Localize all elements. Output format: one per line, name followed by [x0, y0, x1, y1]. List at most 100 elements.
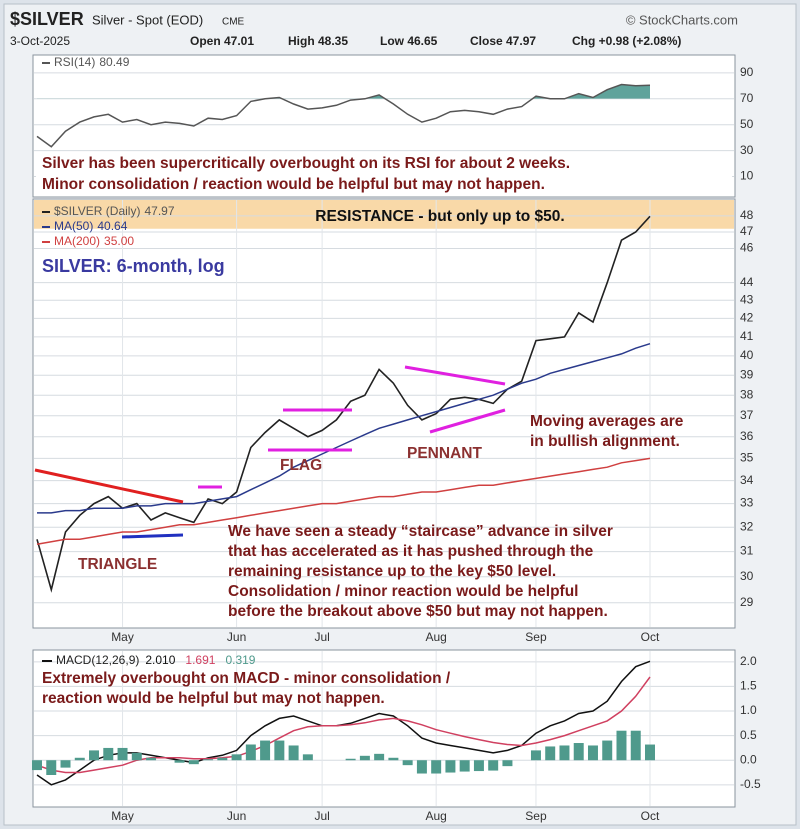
trend-line [429, 408, 506, 434]
x-tick-label: Jul [314, 809, 329, 823]
legend-label: RSI(14) [54, 55, 95, 69]
annotation: remaining resistance up to the key $50 l… [228, 563, 556, 580]
legend-value: 0.319 [225, 653, 255, 667]
x-tick-label: Aug [425, 809, 446, 823]
histogram-bar [431, 760, 442, 774]
y-tick-label: 38 [740, 387, 754, 401]
histogram-bar [402, 760, 413, 766]
annotation: before the breakout above $50 but may no… [228, 603, 608, 620]
exchange: CME [222, 17, 245, 28]
close: Close 47.97 [470, 34, 536, 48]
legend-label: MA(50) [54, 219, 93, 233]
macd-panel [32, 649, 736, 808]
x-tick-label: Sep [525, 630, 547, 644]
pattern-label: PENNANT [407, 445, 482, 462]
x-tick-label: May [111, 809, 134, 823]
annotation: in bullish alignment. [530, 433, 680, 450]
date: 3-Oct-2025 [10, 34, 70, 48]
histogram-bar [502, 760, 513, 767]
legend-value: 80.49 [99, 55, 129, 69]
histogram-bar [245, 744, 256, 761]
x-tick-label: Jul [314, 630, 329, 644]
y-tick-label: 29 [740, 595, 754, 609]
pattern-label: TRIANGLE [78, 556, 157, 573]
legend-value: 40.64 [97, 219, 127, 233]
pattern-label: FLAG [280, 457, 322, 474]
y-tick-label: 90 [740, 65, 754, 79]
y-tick-label: 37 [740, 408, 754, 422]
annotation: SILVER: 6-month, log [42, 256, 225, 276]
x-tick-label: Oct [641, 809, 660, 823]
histogram-bar [274, 740, 285, 761]
legend-value: 35.00 [104, 234, 134, 248]
resistance-band [34, 200, 734, 229]
series-line [37, 342, 651, 514]
histogram-bar [374, 753, 385, 761]
x-tick-label: Jun [227, 630, 246, 644]
y-tick-label: 43 [740, 292, 754, 306]
y-tick-label: 1.5 [740, 679, 757, 693]
trend-line [121, 533, 184, 539]
histogram-bar [32, 760, 42, 771]
overbought-area [265, 84, 650, 99]
annotation: Minor consolidation / reaction would be … [42, 176, 545, 193]
annotation: Silver has been supercritically overboug… [42, 155, 570, 172]
y-tick-label: 0.0 [740, 752, 757, 766]
x-tick-label: Oct [641, 630, 660, 644]
histogram-bar [388, 757, 399, 761]
histogram-bar [359, 755, 370, 761]
annotation: RESISTANCE - but only up to $50. [315, 208, 564, 225]
histogram-bar [530, 750, 541, 761]
histogram-bar [587, 745, 598, 761]
y-tick-label: 32 [740, 519, 754, 533]
histogram-bar [231, 754, 242, 761]
series-line [36, 457, 651, 545]
histogram-bar [260, 740, 271, 761]
y-tick-label: 41 [740, 329, 754, 343]
histogram-bar [288, 745, 299, 761]
histogram-bar [416, 760, 427, 774]
instrument: Silver - Spot (EOD) [92, 12, 203, 27]
y-tick-label: 2.0 [740, 654, 757, 668]
y-tick-label: 10 [740, 169, 754, 183]
histogram-bar [217, 757, 228, 761]
annotation: We have seen a steady “staircase” advanc… [228, 523, 613, 540]
histogram-bar [573, 743, 584, 761]
histogram-bar [46, 760, 57, 775]
y-tick-label: 40 [740, 348, 754, 362]
legend-label: MA(200) [54, 234, 100, 248]
y-tick-label: 35 [740, 451, 754, 465]
x-tick-label: Jun [227, 809, 246, 823]
annotation: that has accelerated as it has pushed th… [228, 543, 594, 560]
y-tick-label: 39 [740, 367, 754, 381]
histogram-bar [103, 747, 114, 761]
price-panel [32, 198, 736, 629]
annotation: Extremely overbought on MACD - minor con… [42, 670, 451, 687]
legend-label: MACD(12,26,9) [56, 653, 139, 667]
y-tick-label: 50 [740, 117, 754, 131]
histogram-bar [203, 759, 214, 761]
y-tick-label: 30 [740, 143, 754, 157]
trend-line [404, 365, 506, 386]
y-tick-label: 30 [740, 569, 754, 583]
high: High 48.35 [288, 34, 348, 48]
histogram-bar [545, 746, 556, 761]
y-tick-label: 70 [740, 91, 754, 105]
legend-value: 2.010 [145, 653, 175, 667]
y-tick-label: 36 [740, 429, 754, 443]
legend-value: 47.97 [144, 204, 174, 218]
histogram-bar [630, 730, 641, 761]
histogram-bar [302, 754, 313, 761]
y-tick-label: -0.5 [740, 777, 761, 791]
y-tick-label: 46 [740, 241, 754, 255]
annotation: Consolidation / minor reaction would be … [228, 583, 578, 600]
y-tick-label: 34 [740, 473, 754, 487]
change: Chg +0.98 (+2.08%) [572, 34, 681, 48]
y-tick-label: 31 [740, 544, 754, 558]
histogram-bar [488, 760, 499, 771]
histogram-bar [174, 760, 185, 763]
trend-line [34, 468, 184, 504]
y-tick-label: 48 [740, 208, 754, 222]
series-line [36, 83, 651, 148]
